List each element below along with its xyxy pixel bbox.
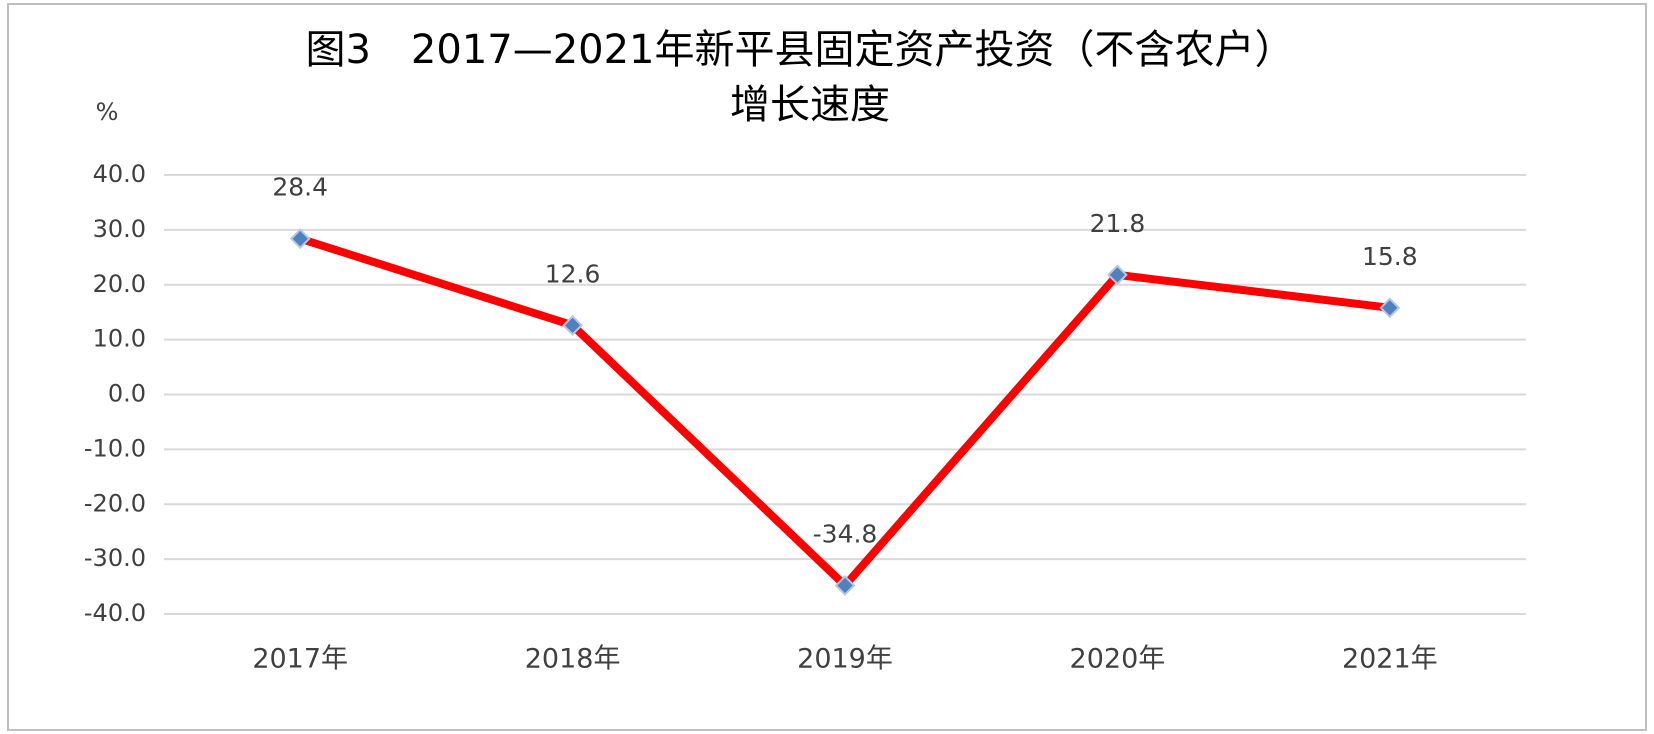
data-marker [1379, 297, 1401, 319]
y-tick-label: 30.0 [93, 215, 146, 243]
data-label: 12.6 [545, 259, 601, 288]
chart-border [7, 3, 1647, 731]
data-label: 15.8 [1362, 242, 1418, 271]
y-tick-label: 10.0 [93, 325, 146, 353]
data-marker [1106, 264, 1128, 286]
data-marker [834, 575, 856, 596]
data-label: -34.8 [813, 519, 878, 548]
chart-title: 图3 2017—2021年新平县固定资产投资（不含农户） [305, 27, 1294, 73]
y-tick-label: -30.0 [84, 544, 146, 572]
data-marker [289, 228, 311, 250]
y-tick-label: 0.0 [108, 380, 146, 408]
x-tick-label: 2018年 [525, 644, 621, 675]
data-label: 28.4 [272, 173, 328, 202]
y-tick-label: 40.0 [93, 160, 146, 188]
data-label: 21.8 [1090, 209, 1146, 238]
x-tick-label: 2021年 [1342, 644, 1438, 675]
x-tick-label: 2017年 [252, 644, 348, 675]
x-tick-label: 2019年 [797, 644, 893, 675]
x-tick-label: 2020年 [1070, 644, 1166, 675]
y-tick-label: -40.0 [84, 599, 146, 627]
y-axis-label: % [96, 98, 119, 126]
data-marker [562, 314, 584, 336]
y-tick-label: 20.0 [93, 270, 146, 298]
chart-title: 增长速度 [730, 82, 890, 128]
y-tick-label: -10.0 [84, 434, 146, 462]
y-tick-label: -20.0 [84, 489, 146, 517]
